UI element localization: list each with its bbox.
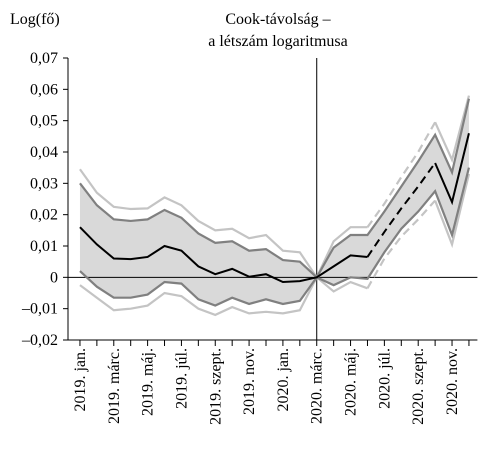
x-tick-label: 2020. nov.: [444, 348, 461, 415]
x-tick-label: 2020. máj.: [343, 348, 360, 416]
y-tick-label: 0,01: [30, 238, 58, 255]
y-tick-label: 0,04: [30, 144, 58, 161]
series-line: [366, 199, 436, 289]
y-tick-label: 0,03: [30, 175, 58, 192]
y-tick-label: 0,06: [30, 81, 58, 98]
series-line: [366, 162, 436, 258]
series-line: [79, 98, 471, 280]
chart-title: a létszám logaritmusa: [208, 33, 348, 50]
y-tick-label: –0,02: [21, 332, 58, 349]
x-tick-label: 2019. szept.: [207, 348, 224, 425]
series-line: [434, 95, 471, 164]
x-tick-label: 2020. márc.: [309, 348, 326, 424]
y-tick-label: 0: [50, 269, 58, 286]
y-tick-label: 0,02: [30, 207, 58, 224]
x-tick-label: 2019. márc.: [106, 348, 123, 424]
chart-title: Cook-távolság –: [225, 11, 331, 28]
x-tick-label: 2019. júl.: [173, 348, 190, 409]
x-tick-label: 2020. júl.: [376, 348, 393, 409]
x-tick-label: 2019. nov.: [241, 348, 258, 415]
x-tick-label: 2019. jan.: [72, 348, 89, 412]
series-line: [79, 167, 471, 307]
y-axis-label: Log(fő): [10, 11, 60, 28]
series-line: [366, 121, 437, 228]
x-tick-label: 2020. jan.: [275, 348, 292, 412]
series-line: [79, 226, 368, 284]
confidence-band: [79, 98, 469, 306]
series-line: [434, 132, 470, 206]
y-tick-label: –0,01: [21, 301, 58, 318]
series-line: [434, 173, 471, 249]
y-tick-label: 0,07: [30, 50, 58, 67]
y-tick-label: 0,05: [30, 113, 58, 130]
x-tick-label: 2020. szept.: [410, 348, 427, 425]
x-tick-label: 2019. máj.: [140, 348, 157, 416]
